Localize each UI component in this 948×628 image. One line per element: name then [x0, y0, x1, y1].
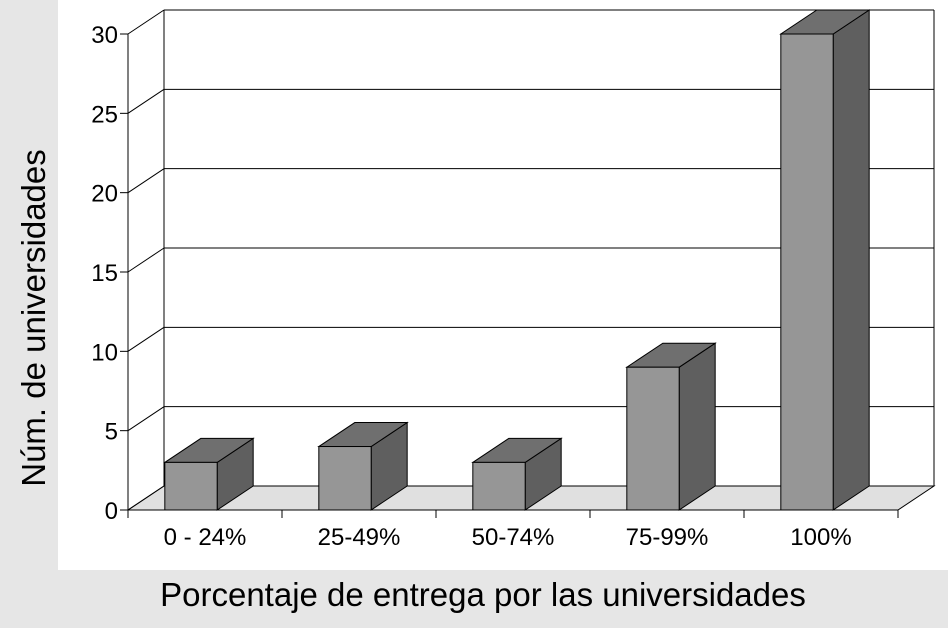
gridline-depth — [127, 247, 165, 273]
bar — [163, 437, 255, 511]
x-tick-label: 0 - 24% — [164, 524, 247, 551]
gridline-depth — [127, 326, 165, 352]
bar-front — [780, 33, 834, 511]
x-tick-label: 50-74% — [472, 524, 555, 551]
bar — [779, 9, 871, 511]
y-tick-label: 25 — [91, 101, 118, 128]
x-tick-label: 25-49% — [318, 524, 401, 551]
bar-side — [832, 9, 870, 511]
x-axis-title: Porcentaje de entrega por las universida… — [160, 576, 806, 613]
y-tick-label: 30 — [91, 22, 118, 49]
bar-front — [626, 366, 680, 511]
y-tick-label: 10 — [91, 339, 118, 366]
gridline-depth — [127, 168, 165, 194]
x-tick-label: 100% — [790, 524, 851, 551]
bar-front — [318, 446, 372, 511]
y-tick-label: 0 — [105, 498, 118, 525]
gridline-depth — [127, 88, 165, 114]
x-tick-label: 75-99% — [626, 524, 709, 551]
x-axis-title-band — [0, 570, 948, 628]
y-axis-title-band — [0, 0, 58, 570]
gridline-depth — [127, 485, 165, 511]
bar-side — [678, 342, 716, 511]
plot-area: 0 5 10 15 20 25 30 0 - 24% 25-49% 50-74% 75-99% 100… — [91, 9, 936, 551]
bar — [625, 342, 717, 511]
y-axis-title: Núm. de universidades — [15, 149, 52, 487]
y-tick-label: 15 — [91, 260, 118, 287]
gridline-depth — [127, 9, 165, 35]
gridline-depth — [127, 406, 165, 432]
bar-front — [472, 461, 526, 511]
y-tick-label: 20 — [91, 181, 118, 208]
bar — [471, 437, 563, 511]
bar — [317, 421, 409, 511]
bar-front — [164, 461, 218, 511]
y-tick-label: 5 — [105, 419, 118, 446]
